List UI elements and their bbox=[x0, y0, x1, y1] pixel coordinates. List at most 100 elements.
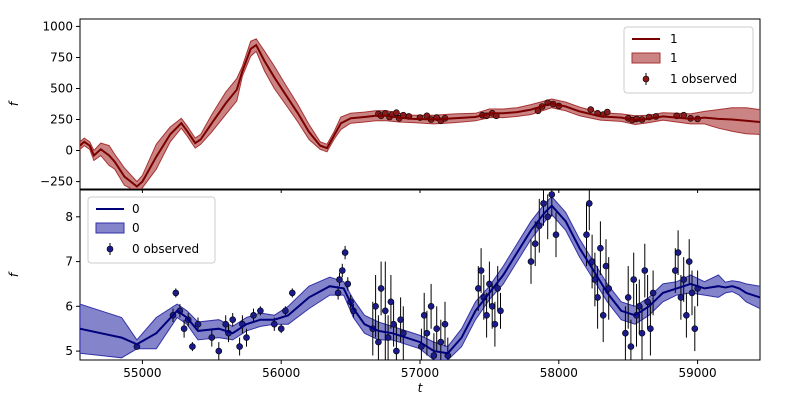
bottom-observed-point bbox=[548, 191, 556, 198]
bottom-observed-point bbox=[341, 249, 349, 256]
top-observed-point bbox=[393, 109, 400, 116]
bottom-legend-observed-label: 0 observed bbox=[132, 242, 199, 256]
bottom-observed-point bbox=[338, 267, 346, 274]
bottom-observed-point bbox=[427, 302, 435, 310]
bottom-legend-band-label: 0 bbox=[132, 221, 140, 235]
bottom-observed-point bbox=[540, 200, 547, 207]
bottom-observed-point bbox=[527, 258, 535, 265]
bottom-y-tick-label: 5 bbox=[65, 344, 73, 358]
bottom-observed-point bbox=[649, 289, 657, 297]
bottom-observed-point bbox=[288, 289, 296, 297]
bottom-observed-point bbox=[638, 329, 646, 337]
bottom-panel: 8 7 6 5 55000 56000 57000 58000 59000 f t 0 0 0… bbox=[7, 189, 761, 395]
bottom-observed-point bbox=[336, 276, 343, 283]
top-legend-band-label: 1 bbox=[670, 51, 678, 65]
bottom-observed-point bbox=[641, 267, 649, 274]
top-y-tick-label: 250 bbox=[50, 113, 73, 127]
bottom-observed-point bbox=[535, 222, 543, 230]
bottom-observed-point bbox=[594, 294, 601, 301]
bottom-observed-point bbox=[647, 325, 654, 333]
x-tick-label: 55000 bbox=[123, 366, 161, 380]
top-y-tick-label: 750 bbox=[50, 51, 73, 65]
bottom-observed-point bbox=[375, 338, 382, 346]
bottom-observed-point bbox=[257, 307, 264, 315]
top-uncertainty-band bbox=[80, 38, 760, 189]
bottom-observed-point bbox=[229, 316, 236, 324]
x-tick-label: 58000 bbox=[540, 366, 578, 380]
bottom-observed-point bbox=[236, 343, 243, 350]
bottom-observed-point bbox=[441, 320, 449, 328]
bottom-observed-point bbox=[531, 240, 539, 247]
bottom-observed-point bbox=[423, 329, 431, 337]
bottom-observed-point bbox=[420, 311, 428, 319]
bottom-observed-point bbox=[189, 343, 196, 350]
bottom-observed-point bbox=[215, 347, 223, 355]
bottom-observed-point bbox=[635, 302, 643, 310]
bottom-observed-point bbox=[544, 213, 552, 221]
top-legend-line-label: 1 bbox=[670, 32, 678, 46]
bottom-observed-point bbox=[483, 311, 490, 319]
bottom-observed-point bbox=[381, 307, 389, 315]
bottom-mean-line bbox=[80, 204, 760, 355]
bottom-observed-point bbox=[491, 320, 499, 328]
x-tick-label: 59000 bbox=[679, 366, 717, 380]
x-axis-label: t bbox=[418, 381, 424, 395]
top-y-tick-label: 1000 bbox=[42, 19, 73, 33]
top-mean-line bbox=[80, 43, 760, 188]
bottom-legend-box bbox=[87, 196, 216, 264]
top-observed-point bbox=[603, 108, 611, 116]
top-legend-box bbox=[623, 26, 754, 94]
top-y-tick-label: 0 bbox=[65, 144, 73, 158]
bottom-observed-point bbox=[250, 311, 257, 319]
bottom-observed-point bbox=[599, 311, 607, 319]
top-legend-band-swatch bbox=[631, 52, 661, 64]
bottom-observed-point bbox=[624, 294, 632, 301]
bottom-legend-band-swatch bbox=[95, 222, 125, 234]
bottom-observed-point bbox=[437, 338, 445, 346]
bottom-observed-point bbox=[208, 334, 216, 341]
bottom-observed-point bbox=[674, 249, 682, 256]
x-tick-label: 56000 bbox=[262, 366, 300, 380]
top-y-tick-label: −250 bbox=[40, 175, 73, 189]
top-legend-observed-label: 1 observed bbox=[670, 72, 737, 86]
bottom-observed-point bbox=[430, 352, 438, 359]
bottom-observed-point bbox=[477, 267, 485, 274]
bottom-observed-point bbox=[194, 320, 202, 328]
bottom-observed-point bbox=[334, 289, 342, 297]
bottom-observed-point bbox=[602, 262, 610, 270]
bottom-observed-point bbox=[282, 307, 289, 315]
bottom-observed-point bbox=[270, 320, 278, 328]
bottom-observed-point bbox=[688, 289, 696, 297]
bottom-observed-point bbox=[583, 231, 590, 238]
top-legend-point-swatch bbox=[642, 75, 650, 83]
bottom-observed-point bbox=[494, 285, 502, 292]
top-y-axis-label: f bbox=[7, 100, 21, 106]
bottom-observed-point bbox=[372, 302, 379, 310]
bottom-observed-point bbox=[377, 285, 385, 292]
bottom-observed-point bbox=[172, 289, 180, 297]
bottom-observed-point bbox=[585, 200, 593, 207]
bottom-observed-point bbox=[680, 276, 688, 283]
bottom-observed-point bbox=[384, 334, 392, 341]
bottom-observed-point bbox=[397, 316, 404, 324]
bottom-observed-point bbox=[552, 231, 560, 238]
bottom-observed-point bbox=[627, 343, 635, 350]
bottom-observed-point bbox=[671, 267, 679, 274]
bottom-observed-point bbox=[644, 298, 651, 306]
bottom-observed-point bbox=[488, 302, 496, 310]
bottom-observed-point bbox=[222, 320, 229, 328]
bottom-y-tick-label: 6 bbox=[65, 299, 73, 313]
bottom-y-axis-label: f bbox=[7, 271, 21, 277]
bottom-observed-point bbox=[691, 325, 699, 333]
bottom-legend: 0 0 0 observed bbox=[87, 196, 216, 264]
top-y-tick-label: 500 bbox=[50, 82, 73, 96]
bottom-observed-point bbox=[390, 320, 397, 328]
x-tick-label: 57000 bbox=[401, 366, 439, 380]
bottom-legend-line-label: 0 bbox=[132, 202, 140, 216]
bottom-observed-point bbox=[597, 244, 604, 252]
top-observed-point bbox=[587, 106, 595, 113]
bottom-observed-point bbox=[622, 329, 629, 337]
bottom-observed-point bbox=[486, 280, 493, 288]
top-legend: 1 1 1 observed bbox=[623, 26, 754, 94]
